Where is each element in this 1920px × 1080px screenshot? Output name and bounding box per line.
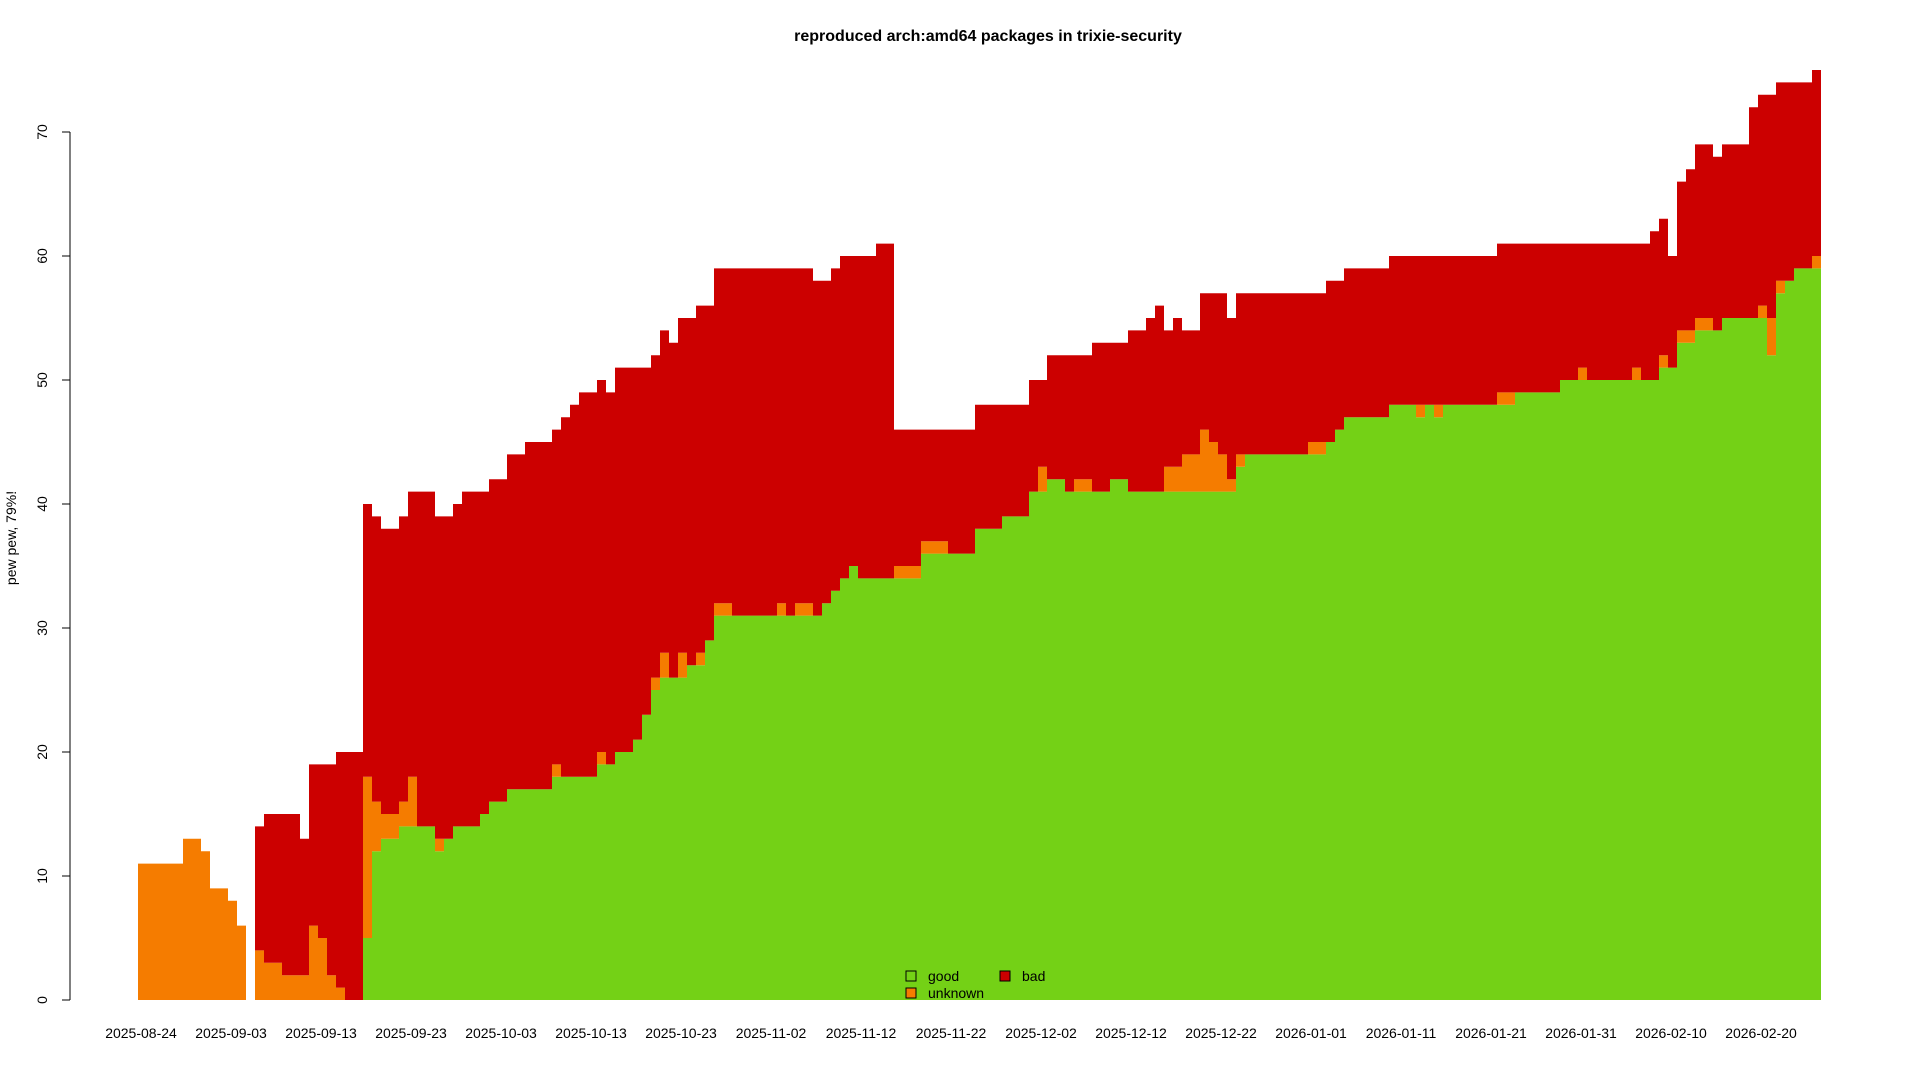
x-tick-label: 2025-11-22 [916, 1025, 987, 1041]
chart-title: reproduced arch:amd64 packages in trixie… [794, 28, 1182, 45]
x-tick-label: 2026-01-01 [1275, 1025, 1347, 1041]
x-tick-label: 2025-11-12 [826, 1025, 897, 1041]
y-tick-label: 30 [34, 620, 50, 636]
x-tick-label: 2025-12-02 [1005, 1025, 1077, 1041]
x-tick-label: 2025-10-03 [465, 1025, 537, 1041]
x-tick-label: 2025-12-12 [1095, 1025, 1167, 1041]
series-area-good [138, 268, 1821, 1000]
series-layer [138, 70, 1821, 1000]
legend-swatch-unknown [905, 987, 917, 999]
y-axis-label: pew pew, 79%! [3, 491, 19, 585]
legend-swatch-bad [999, 970, 1011, 982]
y-tick-label: 10 [34, 868, 50, 884]
y-tick-label: 0 [34, 996, 50, 1004]
x-tick-label: 2026-02-10 [1635, 1025, 1707, 1041]
legend-label-unknown: unknown [928, 985, 984, 1001]
x-tick-label: 2025-10-23 [645, 1025, 717, 1041]
x-tick-label: 2026-01-11 [1366, 1025, 1437, 1041]
x-tick-label: 2026-01-21 [1455, 1025, 1527, 1041]
legend-label-bad: bad [1022, 968, 1045, 984]
x-tick-label: 2025-09-03 [195, 1025, 267, 1041]
x-tick-label: 2025-12-22 [1185, 1025, 1257, 1041]
y-tick-label: 60 [34, 248, 50, 264]
x-tick-label: 2025-08-24 [105, 1025, 177, 1041]
legend-label-good: good [928, 968, 959, 984]
y-tick-label: 70 [34, 124, 50, 140]
x-tick-label: 2025-09-13 [285, 1025, 357, 1041]
x-tick-label: 2025-11-02 [736, 1025, 807, 1041]
x-tick-label: 2026-02-20 [1725, 1025, 1797, 1041]
x-tick-label: 2025-10-13 [555, 1025, 627, 1041]
series-area-bad [138, 70, 1821, 1000]
y-tick-label: 40 [34, 496, 50, 512]
y-tick-label: 20 [34, 744, 50, 760]
y-tick-label: 50 [34, 372, 50, 388]
axes-layer: 0 10 20 30 40 50 60 70 2025-08-24 2025-09-03 2025-… [34, 124, 1797, 1041]
x-tick-label: 2025-09-23 [375, 1025, 447, 1041]
legend-swatch-good [905, 970, 917, 982]
x-tick-label: 2026-01-31 [1545, 1025, 1617, 1041]
